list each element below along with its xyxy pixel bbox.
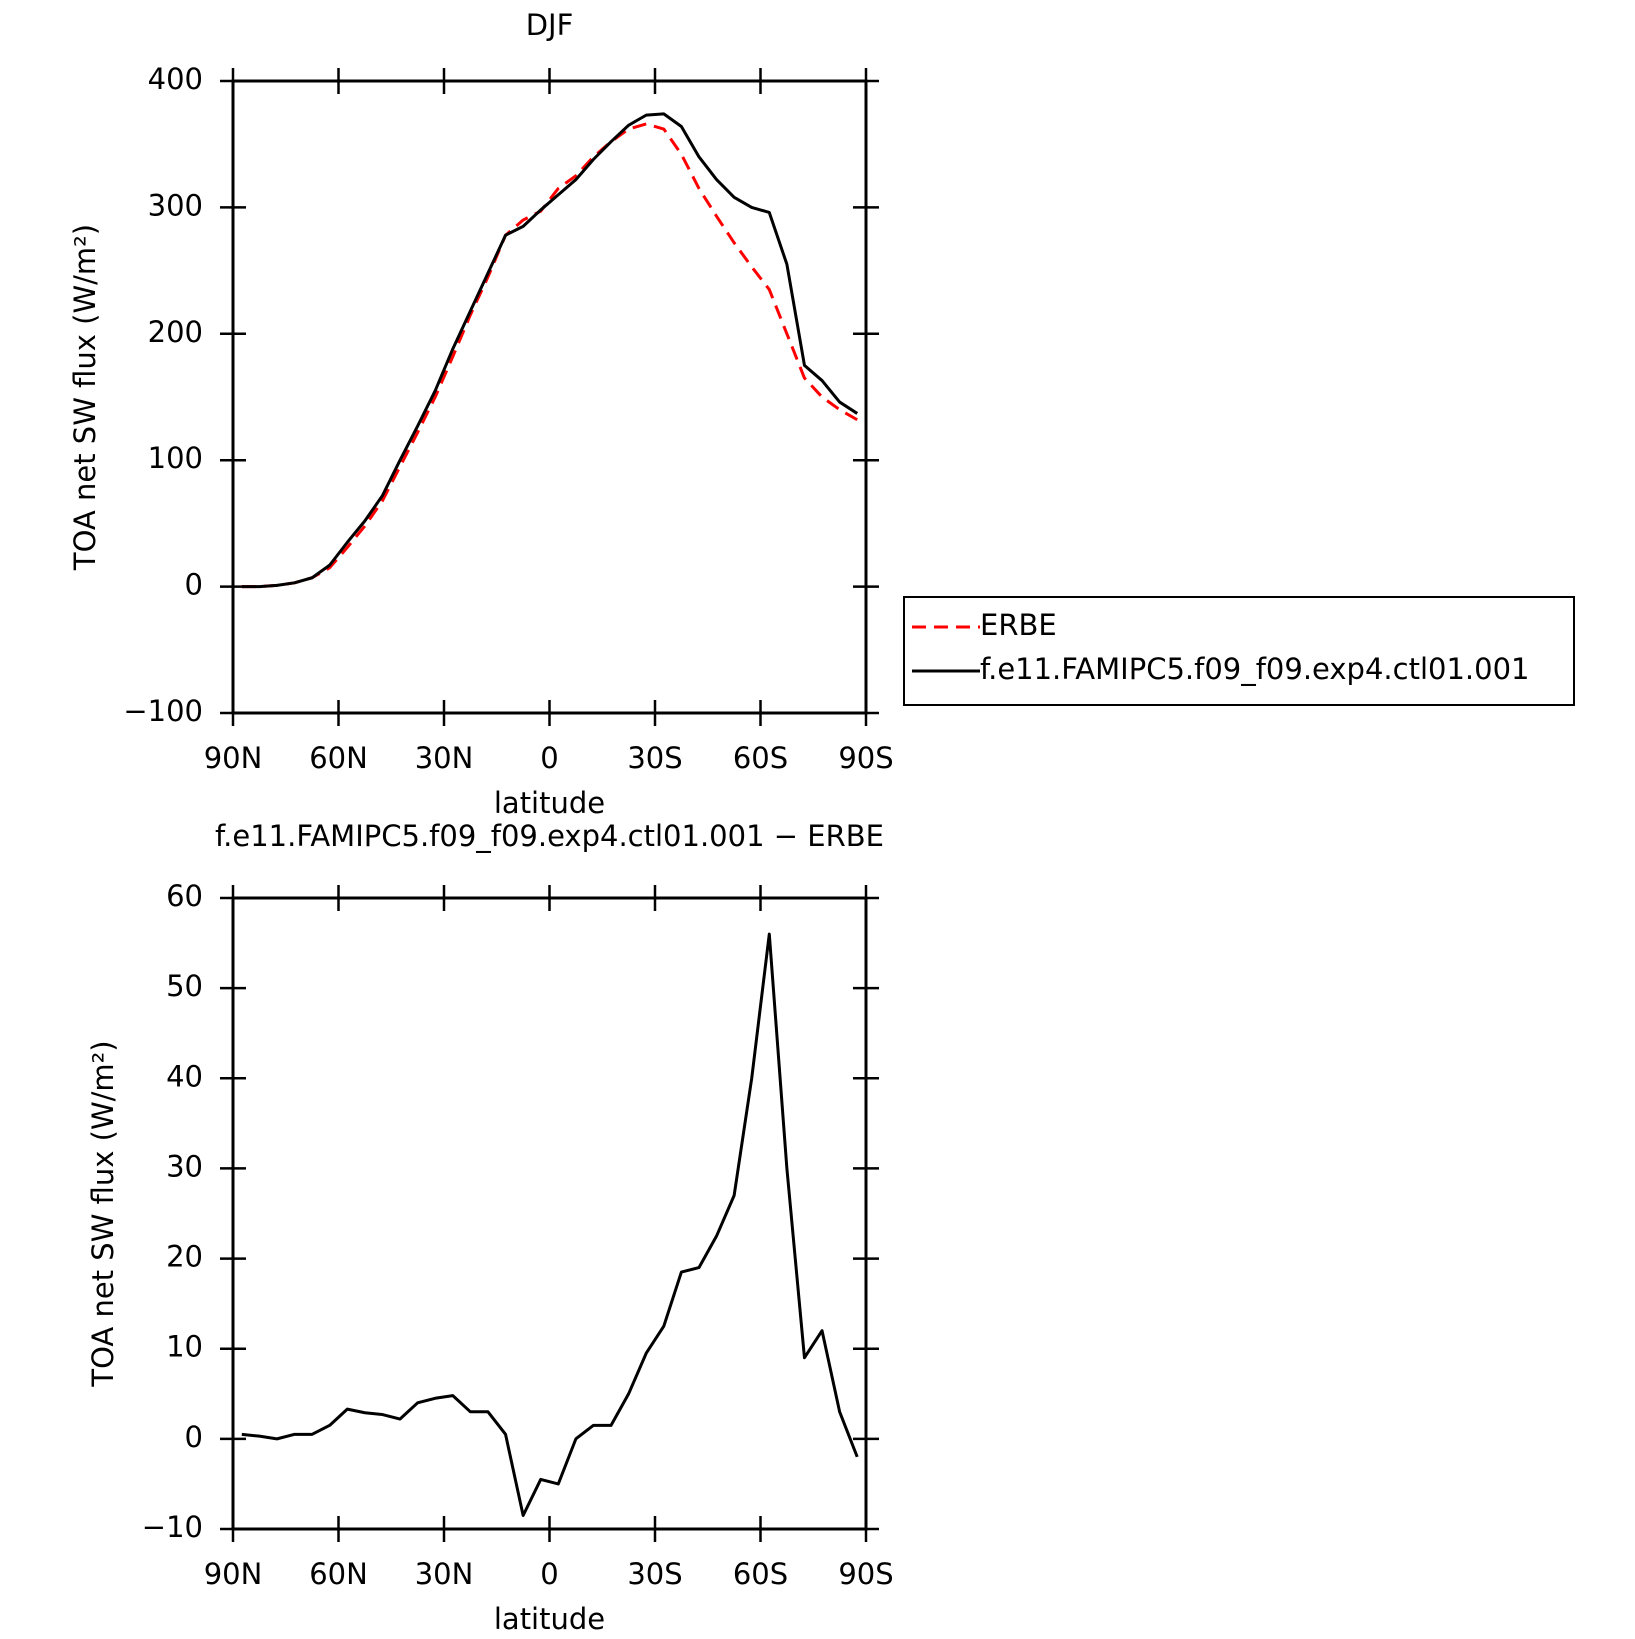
plot-frame xyxy=(231,896,868,1531)
x-tick-label: 90S xyxy=(838,1557,893,1591)
y-axis-label: TOA net SW flux (W/m²) xyxy=(68,224,102,571)
legend-box xyxy=(903,596,1575,706)
x-tick-label: 60S xyxy=(733,1557,788,1591)
y-tick-label: 100 xyxy=(148,441,203,475)
x-tick-label: 30N xyxy=(415,741,474,775)
data-line xyxy=(241,122,858,589)
x-tick-label: 0 xyxy=(540,741,558,775)
x-tick-label: 30S xyxy=(627,741,682,775)
x-axis-label: latitude xyxy=(494,1602,605,1635)
y-tick-label: 30 xyxy=(166,1149,203,1183)
x-tick-label: 30S xyxy=(627,1557,682,1591)
legend-label: ERBE xyxy=(980,608,1057,642)
chart-title: DJF xyxy=(526,8,574,42)
data-line xyxy=(241,112,859,589)
data-line xyxy=(241,932,859,1517)
y-tick-label: 50 xyxy=(166,969,203,1003)
x-tick-label: 30N xyxy=(415,1557,474,1591)
y-tick-label: 200 xyxy=(148,315,203,349)
y-axis-label: TOA net SW flux (W/m²) xyxy=(86,1040,120,1387)
x-tick-label: 0 xyxy=(540,1557,558,1591)
x-tick-label: 60N xyxy=(309,1557,368,1591)
x-axis-label: latitude xyxy=(494,786,605,820)
y-tick-label: 300 xyxy=(148,188,203,222)
x-tick-label: 90S xyxy=(838,741,893,775)
chart-title: f.e11.FAMIPC5.f09_f09.exp4.ctl01.001 − E… xyxy=(215,819,884,853)
x-tick-label: 90N xyxy=(204,741,263,775)
x-tick-label: 60N xyxy=(309,741,368,775)
y-tick-label: −10 xyxy=(142,1510,203,1544)
y-tick-label: 20 xyxy=(166,1240,203,1274)
legend-label: f.e11.FAMIPC5.f09_f09.exp4.ctl01.001 xyxy=(980,652,1529,686)
plot-frame xyxy=(231,79,868,715)
x-tick-label: 60S xyxy=(733,741,788,775)
y-tick-label: 40 xyxy=(166,1059,203,1093)
y-tick-label: −100 xyxy=(123,694,203,728)
y-tick-label: 0 xyxy=(185,1420,203,1454)
y-tick-label: 0 xyxy=(185,568,203,602)
x-tick-label: 90N xyxy=(204,1557,263,1591)
y-tick-label: 60 xyxy=(166,879,203,913)
y-tick-label: 10 xyxy=(166,1330,203,1364)
y-tick-label: 400 xyxy=(148,62,203,96)
